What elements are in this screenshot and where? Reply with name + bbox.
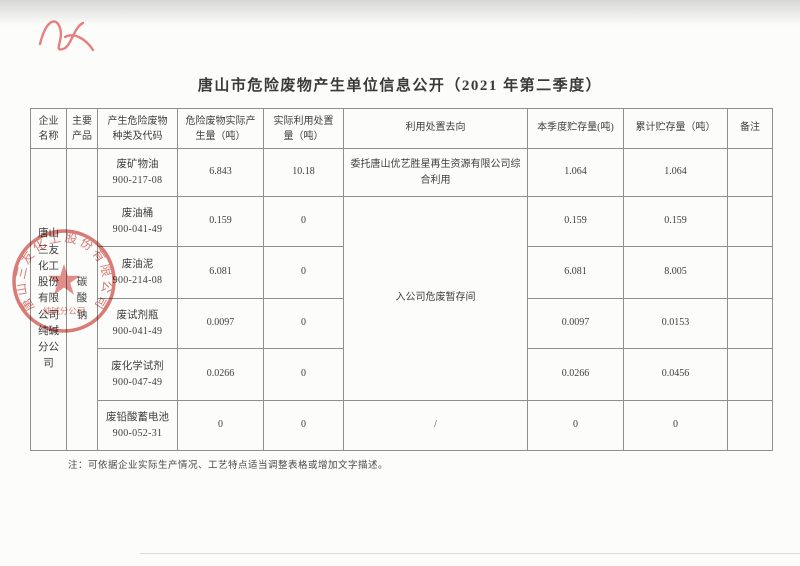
cumulative-storage-cell: 0.159 bbox=[623, 196, 728, 247]
cumulative-storage-cell: 0.0456 bbox=[623, 348, 728, 401]
cumulative-storage-cell: 1.064 bbox=[623, 148, 728, 197]
cumulative-storage-cell: 0 bbox=[623, 400, 728, 451]
destination-cell: / bbox=[343, 400, 528, 451]
cumulative-storage-cell: 8.005 bbox=[623, 246, 728, 299]
col-header-cumulative-storage: 累计贮存量（吨） bbox=[623, 108, 728, 149]
col-header-company-name: 企业名称 bbox=[30, 108, 67, 149]
waste-type-cell: 废油泥 900-214-08 bbox=[97, 246, 178, 299]
remark-cell bbox=[727, 348, 773, 401]
waste-type-cell: 废油桶 900-041-49 bbox=[97, 196, 178, 247]
col-header-quarter-storage: 本季度贮存量(吨) bbox=[527, 108, 624, 149]
waste-type-cell: 废矿物油 900-217-08 bbox=[97, 148, 178, 197]
footnote: 注：可依据企业实际生产情况、工艺特点适当调整表格或增加文字描述。 bbox=[68, 461, 389, 471]
table-row: 废试剂瓶 900-041-49 0.0097 0 0.0097 0.0153 bbox=[31, 298, 773, 349]
table-row: 废化学试剂 900-047-49 0.0266 0 0.0266 0.0456 bbox=[31, 348, 773, 401]
waste-type-cell: 废铅酸蓄电池 900-052-31 bbox=[97, 400, 178, 451]
remark-cell bbox=[727, 196, 773, 247]
remark-cell bbox=[727, 148, 773, 197]
waste-type-cell: 废试剂瓶 900-041-49 bbox=[97, 298, 178, 349]
company-name-text: 唐山三友化工股份有限公司纯碱分公司 bbox=[38, 228, 59, 370]
scan-fold-line bbox=[140, 553, 800, 554]
remark-cell bbox=[727, 298, 773, 349]
disposed-cell: 0 bbox=[263, 246, 344, 299]
col-header-actual-disposed: 实际利用处置量（吨） bbox=[263, 108, 344, 149]
quarter-storage-cell: 0.0097 bbox=[527, 298, 624, 349]
quarter-storage-cell: 1.064 bbox=[527, 148, 624, 197]
shared-destination-cell: 入公司危废暂存间 bbox=[343, 196, 528, 401]
waste-type-cell: 废化学试剂 900-047-49 bbox=[97, 348, 178, 401]
table-row: 唐山三友化工股份有限公司纯碱分公司 碳酸钠 废矿物油 900-217-08 6.… bbox=[30, 148, 773, 451]
table-row: 废油桶 900-041-49 0.159 0 入公司危废暂存间 0.159 0.… bbox=[31, 196, 773, 401]
disposed-cell: 0 bbox=[263, 196, 344, 247]
disposed-cell: 0 bbox=[263, 400, 344, 451]
quarter-storage-cell: 6.081 bbox=[527, 246, 624, 299]
scan-shadow-top bbox=[0, 0, 800, 30]
produced-cell: 6.843 bbox=[177, 148, 264, 197]
col-header-waste-type-code: 产生危险废物种类及代码 bbox=[97, 108, 178, 149]
document-title: 唐山市危险废物产生单位信息公开（2021 年第二季度） bbox=[197, 78, 603, 94]
remark-cell bbox=[727, 400, 773, 451]
produced-cell: 6.081 bbox=[177, 246, 264, 299]
produced-cell: 0.159 bbox=[177, 196, 264, 247]
cumulative-storage-cell: 0.0153 bbox=[623, 298, 728, 349]
produced-cell: 0.0097 bbox=[177, 298, 264, 349]
main-product-text: 碳酸钠 bbox=[76, 277, 88, 321]
hazardous-waste-table: 企业名称 主要产品 产生危险废物种类及代码 危险废物实际产生量（吨） 实际利用处… bbox=[30, 108, 773, 451]
produced-cell: 0.0266 bbox=[177, 348, 264, 401]
remark-cell bbox=[727, 246, 773, 299]
destination-cell: 委托唐山优艺胜星再生资源有限公司综合利用 bbox=[343, 148, 528, 197]
col-header-actual-produced: 危险废物实际产生量（吨） bbox=[177, 108, 264, 149]
col-header-main-product: 主要产品 bbox=[66, 108, 98, 149]
col-header-disposal-destination: 利用处置去向 bbox=[343, 108, 528, 149]
disposed-cell: 0 bbox=[263, 298, 344, 349]
disposed-cell: 10.18 bbox=[263, 148, 344, 197]
company-name-cell: 唐山三友化工股份有限公司纯碱分公司 bbox=[30, 148, 67, 451]
produced-cell: 0 bbox=[177, 400, 264, 451]
disposed-cell: 0 bbox=[263, 348, 344, 401]
table-header-row: 企业名称 主要产品 产生危险废物种类及代码 危险废物实际产生量（吨） 实际利用处… bbox=[30, 108, 773, 149]
col-header-remark: 备注 bbox=[727, 108, 773, 149]
table-row: 废铅酸蓄电池 900-052-31 0 0 / 0 0 bbox=[31, 400, 773, 451]
main-product-cell: 碳酸钠 bbox=[66, 148, 98, 451]
quarter-storage-cell: 0.0266 bbox=[527, 348, 624, 401]
quarter-storage-cell: 0 bbox=[527, 400, 624, 451]
quarter-storage-cell: 0.159 bbox=[527, 196, 624, 247]
